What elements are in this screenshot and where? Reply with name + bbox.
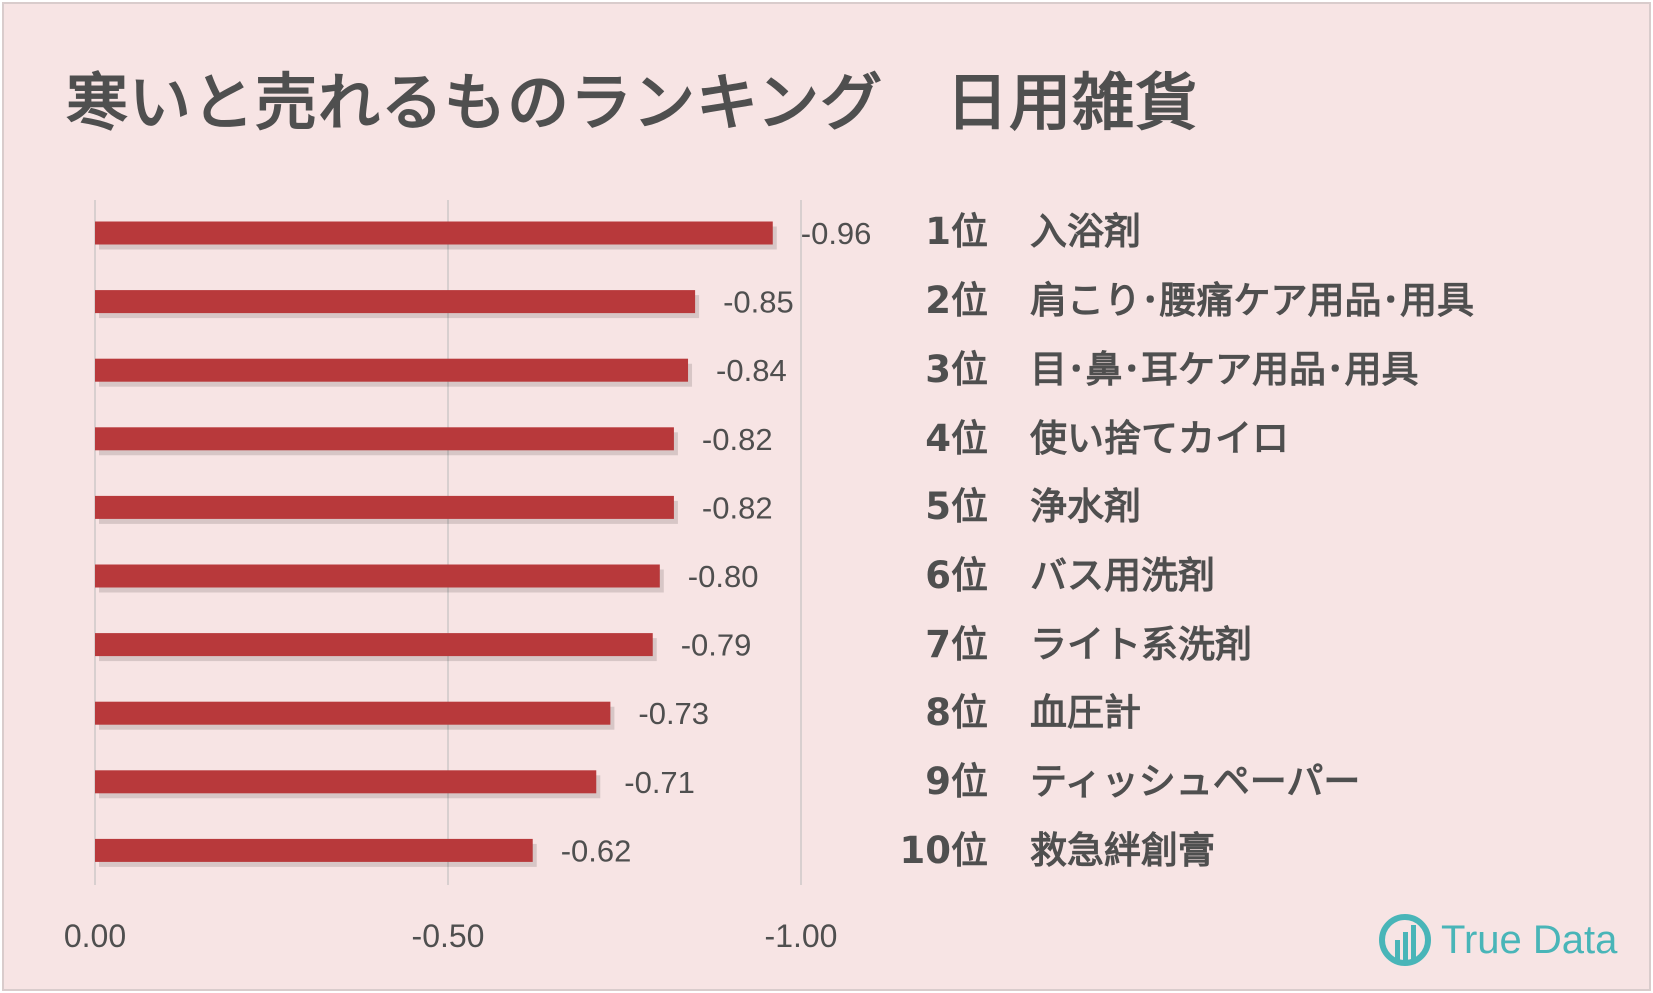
x-axis-ticks: 0.00 -0.50 -1.00 <box>64 918 838 954</box>
ranking-row: 3位 目･鼻･耳ケア用品･用具 <box>880 348 1419 391</box>
data-label: -0.96 <box>801 216 872 251</box>
data-label: -0.71 <box>624 765 695 800</box>
rank-item-name: 浄水剤 <box>1030 485 1141 528</box>
logo-text: True Data <box>1441 917 1618 962</box>
rank-number: 1位 <box>925 210 988 253</box>
ranking-row: 4位 使い捨てカイロ <box>880 419 1289 459</box>
ranking-row: 9位 ティッシュペーパー <box>880 762 1360 802</box>
rank-item-name: 目･鼻･耳ケア用品･用具 <box>1030 348 1419 391</box>
bar <box>95 427 674 451</box>
rank-number: 6位 <box>925 554 988 597</box>
chart-title: 寒いと売れるものランキング 日用雑貨 <box>66 66 1199 139</box>
data-label: -0.85 <box>723 285 794 320</box>
rank-item-name: バス用洗剤 <box>1030 554 1215 597</box>
bar <box>95 564 660 588</box>
rank-number: 7位 <box>925 623 988 666</box>
bar <box>95 358 689 382</box>
truedata-logo-icon <box>1379 914 1431 966</box>
rank-item-name: ライト系洗剤 <box>1030 623 1252 666</box>
rank-number: 4位 <box>925 417 988 460</box>
data-label: -0.82 <box>702 422 773 457</box>
truedata-logo[interactable]: True Data <box>1377 912 1617 968</box>
ranking-row: 1位 入浴剤 <box>880 212 1141 252</box>
rank-number: 3位 <box>925 348 988 391</box>
value-labels: -0.96-0.85 -0.84 -0.82 -0.82 -0.80 -0.79 -0.73… <box>561 216 872 868</box>
rank-number: 10位 <box>899 829 989 872</box>
bar <box>95 290 696 314</box>
rank-item-name: 使い捨てカイロ <box>1030 417 1289 460</box>
x-tick-label: -0.50 <box>412 918 485 954</box>
rank-number: 9位 <box>925 760 988 803</box>
bar <box>95 633 653 657</box>
data-label: -0.84 <box>716 353 787 388</box>
rank-item-name: 救急絆創膏 <box>1030 829 1215 872</box>
data-label: -0.73 <box>638 696 709 731</box>
ranking-row: 5位 浄水剤 <box>880 487 1141 527</box>
ranking-row: 7位 ライト系洗剤 <box>880 625 1252 665</box>
rank-item-name: 血圧計 <box>1030 691 1141 734</box>
data-label: -0.79 <box>681 628 752 663</box>
ranking-row: 8位 血圧計 <box>880 693 1141 733</box>
rank-number: 5位 <box>925 485 988 528</box>
rank-item-name: ティッシュペーパー <box>1030 760 1361 803</box>
x-tick-label: 0.00 <box>64 918 126 954</box>
bar <box>95 838 533 862</box>
ranking-row: 10位 救急絆創膏 <box>880 829 1216 872</box>
rank-number: 2位 <box>925 279 988 322</box>
rank-item-name: 入浴剤 <box>1030 210 1141 253</box>
bar <box>95 770 597 794</box>
bar <box>95 221 773 245</box>
rank-item-name: 肩こり･腰痛ケア用品･用具 <box>1030 279 1474 322</box>
x-tick-label: -1.00 <box>765 918 838 954</box>
data-label: -0.80 <box>688 559 759 594</box>
bar <box>95 701 611 725</box>
data-label: -0.62 <box>561 833 632 868</box>
data-label: -0.82 <box>702 490 773 525</box>
bar <box>95 495 674 519</box>
bars <box>95 221 777 867</box>
rank-number: 8位 <box>925 691 988 734</box>
ranking-row: 2位 肩こり･腰痛ケア用品･用具 <box>880 281 1474 321</box>
ranking-row: 6位 バス用洗剤 <box>880 556 1215 596</box>
